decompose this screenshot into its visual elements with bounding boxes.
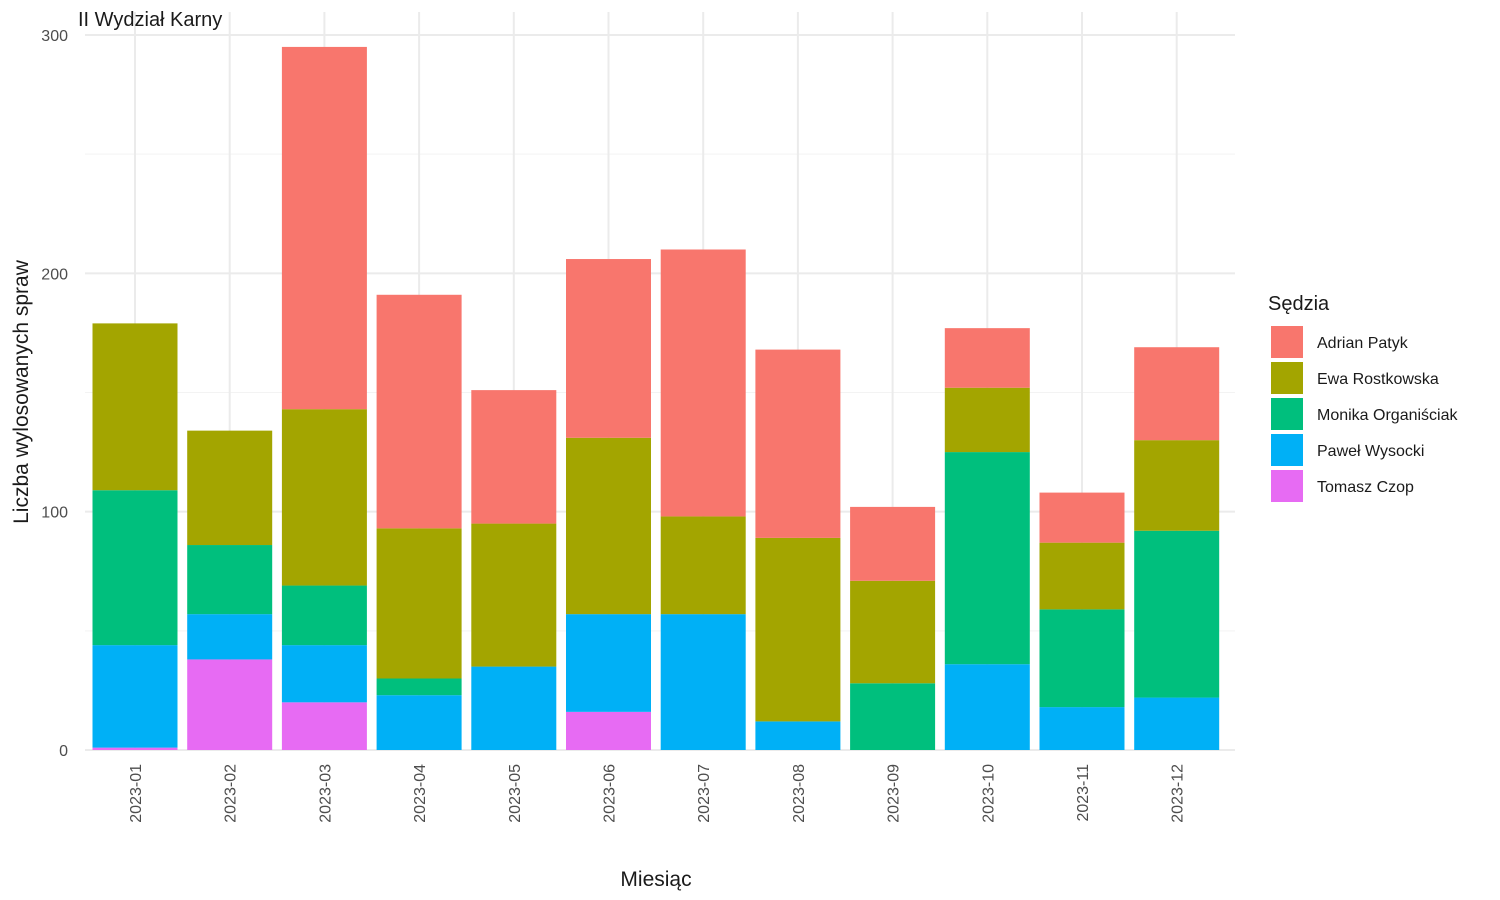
x-axis-ticks: 2023-01 2023-02 2023-03 2023-04 2023-05 2023-… (128, 764, 1187, 823)
bar-segment (1039, 609, 1125, 708)
legend-swatch (1271, 362, 1303, 394)
bar-segment (187, 430, 273, 546)
bar-segment (1134, 530, 1220, 698)
bar-segment (1039, 707, 1125, 750)
x-tick-label: 2023-06 (602, 764, 619, 823)
legend: Sędzia Adrian Patyk Ewa Rostkowska Monika … (1268, 293, 1459, 502)
x-axis-label: Miesiąc (620, 868, 691, 891)
bar-segment (1039, 542, 1125, 610)
bar-segment (281, 702, 367, 750)
bar-segment (281, 46, 367, 410)
x-tick-label: 2023-01 (128, 764, 145, 823)
bar-segment (850, 506, 936, 581)
bar-segment (944, 328, 1030, 388)
bar-segment (1039, 492, 1125, 543)
y-tick-label: 300 (41, 28, 68, 45)
x-tick-label: 2023-08 (791, 764, 808, 823)
bar-segment (1134, 347, 1220, 441)
bar-segment (566, 711, 651, 750)
x-tick-label: 2023-05 (507, 764, 524, 823)
legend-swatch (1271, 326, 1303, 358)
legend-label: Ewa Rostkowska (1317, 371, 1439, 388)
bar-segment (850, 683, 936, 750)
x-tick-label: 2023-09 (886, 764, 903, 823)
bar-segment (1134, 697, 1220, 750)
x-tick-label: 2023-04 (412, 764, 429, 823)
bar-segment (376, 678, 462, 696)
bar-segment (187, 614, 273, 660)
bar-segment (376, 695, 462, 750)
bar-segment (850, 580, 936, 684)
bar-segment (92, 490, 178, 646)
bar-segment (471, 390, 557, 524)
bar-segment (187, 659, 273, 750)
bar-segment (566, 259, 651, 438)
x-tick-label: 2023-11 (1075, 764, 1092, 822)
y-axis-ticks: 0 100 200 300 (41, 28, 68, 760)
bar-segment (566, 614, 651, 712)
bar-segment (376, 294, 462, 529)
chart-title: II Wydział Karny (78, 9, 222, 31)
legend-swatch (1271, 470, 1303, 502)
bar-segment (281, 585, 367, 646)
bar-segment (944, 452, 1030, 665)
y-axis-label: Liczba wylosowanych spraw (10, 259, 33, 524)
x-tick-label: 2023-02 (223, 764, 240, 823)
bar-segment (755, 349, 841, 538)
legend-label: Monika Organiściak (1317, 407, 1459, 424)
x-tick-label: 2023-07 (696, 764, 713, 823)
legend-title: Sędzia (1268, 293, 1330, 315)
y-tick-label: 100 (41, 505, 68, 522)
bar-segment (281, 409, 367, 586)
bars (92, 46, 1220, 750)
bar-segment (660, 516, 746, 615)
x-tick-label: 2023-10 (980, 764, 997, 823)
legend-label: Paweł Wysocki (1317, 443, 1424, 460)
bar-segment (1134, 440, 1220, 531)
bar-segment (566, 437, 651, 615)
legend-label: Adrian Patyk (1317, 335, 1409, 352)
bar-segment (944, 664, 1030, 750)
legend-swatch (1271, 398, 1303, 430)
bar-segment (471, 666, 557, 750)
bar-segment (755, 721, 841, 750)
bar-segment (376, 528, 462, 679)
bar-segment (92, 645, 178, 748)
bar-segment (660, 614, 746, 750)
bar-segment (471, 523, 557, 667)
y-tick-label: 200 (41, 266, 68, 283)
y-tick-label: 0 (59, 743, 68, 760)
bar-segment (755, 537, 841, 722)
bar-segment (660, 249, 746, 517)
x-tick-label: 2023-12 (1170, 764, 1187, 823)
legend-label: Tomasz Czop (1317, 479, 1414, 496)
bar-segment (92, 323, 178, 491)
x-tick-label: 2023-03 (317, 764, 334, 823)
bar-segment (92, 747, 178, 750)
legend-swatch (1271, 434, 1303, 466)
bar-segment (944, 387, 1030, 453)
bar-segment (281, 645, 367, 703)
bar-segment (187, 545, 273, 615)
